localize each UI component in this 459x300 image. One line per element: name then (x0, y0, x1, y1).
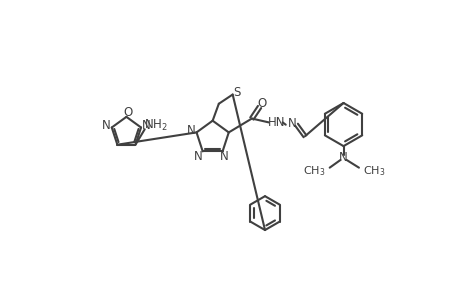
Text: N: N (338, 151, 347, 164)
Text: S: S (232, 86, 240, 99)
Text: N: N (287, 117, 296, 130)
Text: N: N (102, 119, 111, 132)
Text: N: N (142, 119, 151, 132)
Text: O: O (123, 106, 132, 119)
Text: N: N (219, 150, 228, 163)
Text: HN: HN (267, 116, 285, 129)
Text: NH$_2$: NH$_2$ (143, 118, 167, 133)
Text: N: N (193, 150, 202, 163)
Text: O: O (257, 97, 266, 110)
Text: CH$_3$: CH$_3$ (362, 164, 385, 178)
Text: N: N (186, 124, 195, 137)
Text: CH$_3$: CH$_3$ (302, 164, 325, 178)
